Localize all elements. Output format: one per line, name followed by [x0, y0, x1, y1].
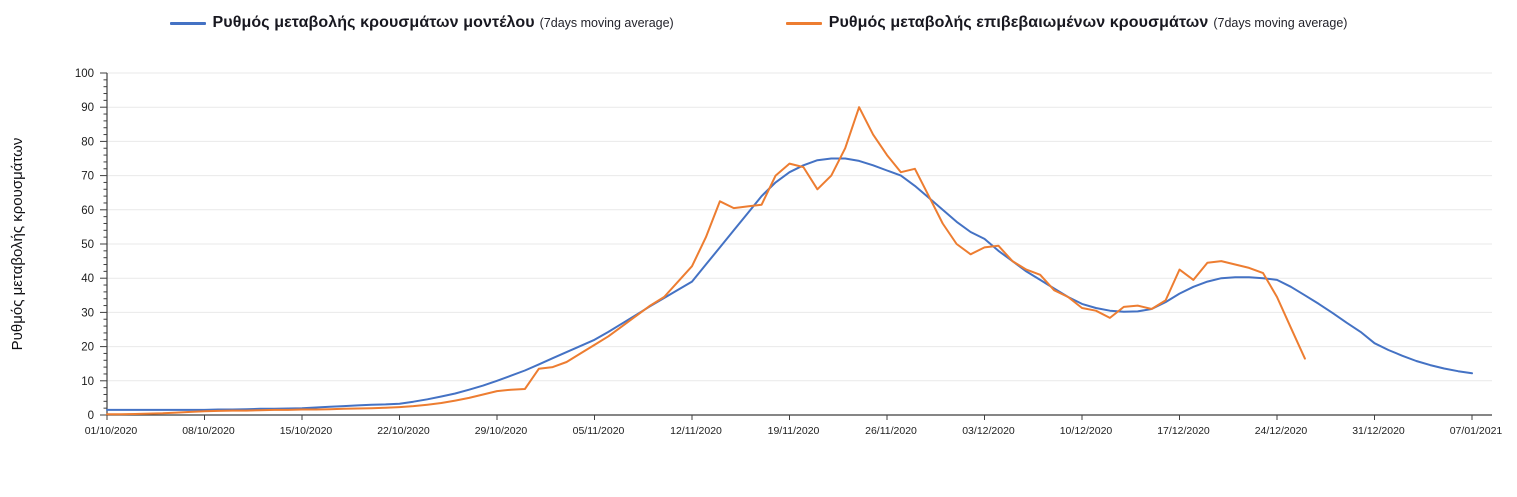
- series-model-line: [106, 157, 1473, 411]
- y-tick-label: 30: [81, 307, 94, 319]
- x-tick-label: 17/12/2020: [1157, 425, 1210, 437]
- y-tick-label: 60: [81, 205, 94, 217]
- legend-suffix-model: (7days moving average): [539, 16, 674, 30]
- y-axis-title: Ρυθμός μεταβολής κρουσμάτων: [9, 138, 26, 351]
- x-tick-label: 15/10/2020: [280, 425, 333, 437]
- x-tick-label: 29/10/2020: [475, 425, 528, 437]
- x-tick-label: 26/11/2020: [865, 425, 917, 437]
- x-tick-label: 24/12/2020: [1255, 425, 1308, 437]
- series-confirmed-line: [106, 106, 1306, 416]
- y-tick-label: 40: [81, 273, 94, 285]
- x-tick-label: 05/11/2020: [573, 425, 625, 437]
- y-tick-label: 100: [75, 68, 94, 80]
- x-tick-label: 31/12/2020: [1352, 425, 1405, 437]
- legend-item-confirmed: Ρυθμός μεταβολής επιβεβαιωμένων κρουσμάτ…: [785, 14, 1348, 32]
- x-tick-label: 22/10/2020: [377, 425, 430, 437]
- y-tick-label: 10: [81, 376, 94, 388]
- x-tick-label: 01/10/2020: [85, 425, 138, 437]
- x-tick-label: 07/01/2021: [1450, 425, 1503, 437]
- y-tick-label: 80: [81, 136, 94, 148]
- legend-item-model: Ρυθμός μεταβολής κρουσμάτων μοντέλου (7d…: [169, 14, 674, 32]
- legend-label-model: Ρυθμός μεταβολής κρουσμάτων μοντέλου: [212, 14, 535, 31]
- x-tick-label: 10/12/2020: [1060, 425, 1113, 437]
- y-tick-label: 90: [81, 102, 94, 114]
- y-tick-label: 20: [81, 342, 94, 354]
- legend-line-model-icon: [169, 21, 206, 25]
- legend-label-confirmed: Ρυθμός μεταβολής επιβεβαιωμένων κρουσμάτ…: [828, 14, 1209, 31]
- x-tick-label: 12/11/2020: [670, 425, 722, 437]
- legend-line-confirmed-icon: [785, 21, 822, 25]
- legend: Ρυθμός μεταβολής κρουσμάτων μοντέλου (7d…: [0, 14, 1517, 32]
- x-tick-label: 08/10/2020: [182, 425, 235, 437]
- y-tick-label: 50: [81, 239, 94, 251]
- y-tick-label: 70: [81, 171, 94, 183]
- legend-suffix-confirmed: (7days moving average): [1213, 16, 1348, 30]
- x-tick-label: 19/11/2020: [768, 425, 820, 437]
- x-tick-label: 03/12/2020: [962, 425, 1015, 437]
- y-tick-label: 0: [88, 410, 94, 422]
